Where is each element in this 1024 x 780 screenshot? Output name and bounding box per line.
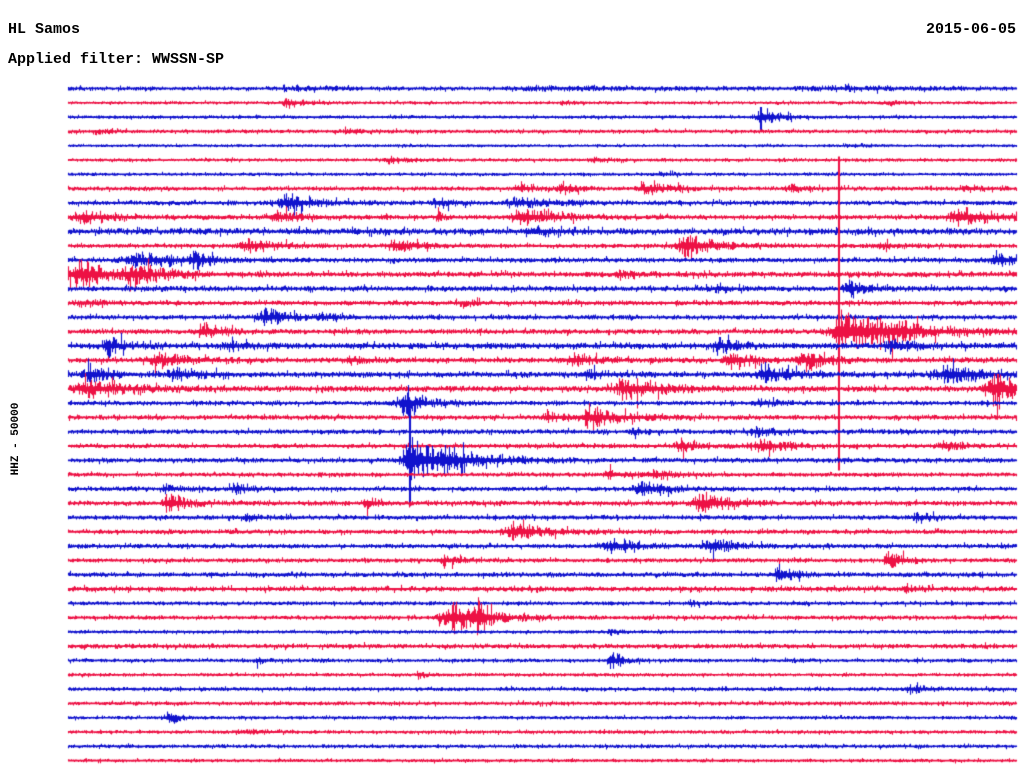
seismogram-canvas [0,0,1024,780]
helicorder-page: HL Samos 2015-06-05 Applied filter: WWSS… [0,0,1024,780]
